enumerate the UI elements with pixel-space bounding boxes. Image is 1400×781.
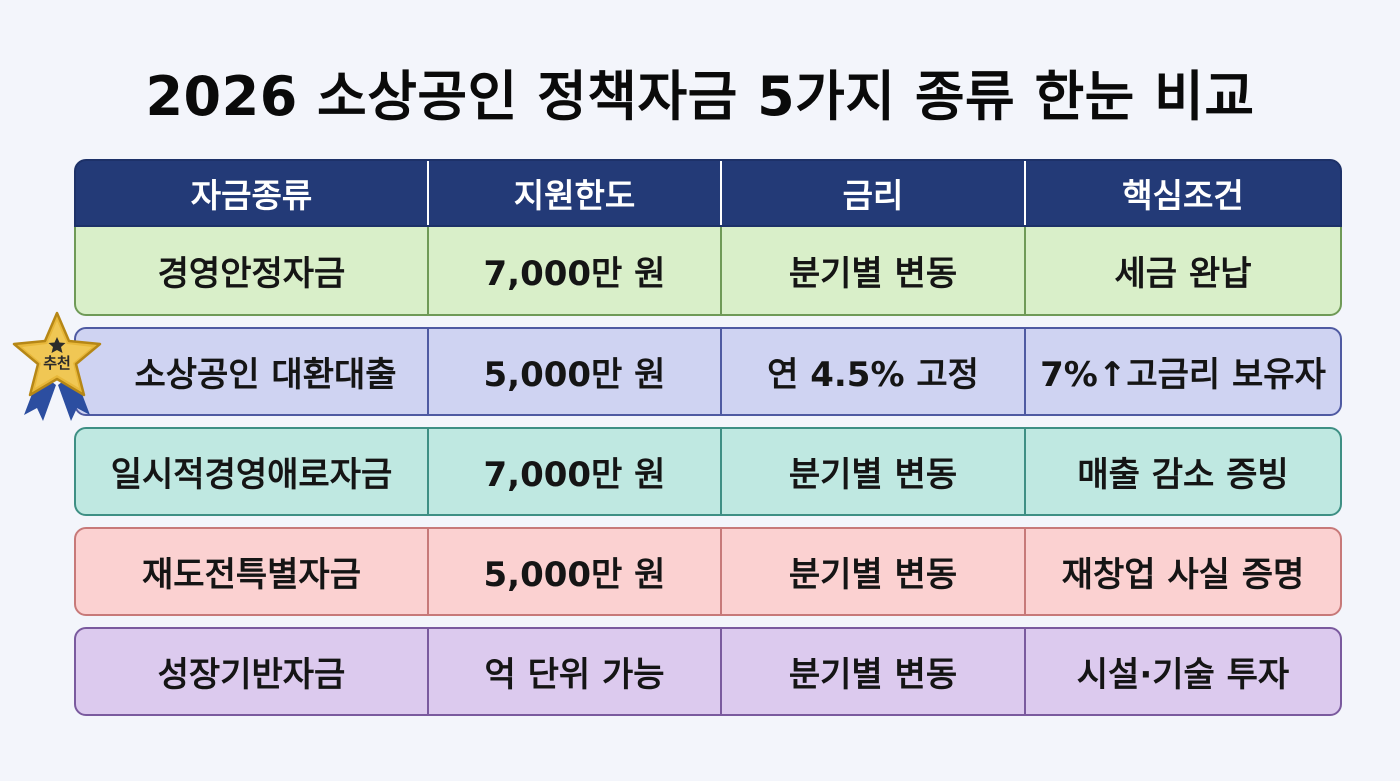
page-title: 2026 소상공인 정책자금 5가지 종류 한눈 비교 [145, 65, 1255, 128]
fund-type-cell: 재도전특별자금 [142, 555, 361, 595]
limit-cell: 7,000만 원 [427, 227, 720, 314]
fund-type-cell: 성장기반자금 [157, 655, 346, 695]
comparison-table: 자금종류 지원한도 금리 핵심조건 경영안정자금 7,000만 원 분기별 변동… [74, 159, 1342, 727]
rate-cell: 분기별 변동 [720, 529, 1024, 614]
condition-cell: 세금 완납 [1024, 227, 1340, 314]
badge-label: 추천 [43, 354, 71, 372]
table-row: 소상공인 대환대출 5,000만 원 연 4.5% 고정 7%↑고금리 보유자 [74, 327, 1342, 416]
table-row: 경영안정자금 7,000만 원 분기별 변동 세금 완납 [74, 227, 1342, 316]
fund-type-cell: 일시적경영애로자금 [110, 455, 393, 495]
limit-cell: 7,000만 원 [427, 429, 720, 514]
condition-cell: 재창업 사실 증명 [1024, 529, 1340, 614]
condition-cell: 매출 감소 증빙 [1024, 429, 1340, 514]
rate-cell: 분기별 변동 [720, 429, 1024, 514]
recommend-badge: 추천 [10, 311, 104, 423]
small-star-icon [48, 337, 66, 353]
header-cell-condition: 핵심조건 [1024, 161, 1340, 225]
star-badge-icon: 추천 [12, 311, 102, 421]
table-row: 재도전특별자금 5,000만 원 분기별 변동 재창업 사실 증명 [74, 527, 1342, 616]
table-row: 성장기반자금 억 단위 가능 분기별 변동 시설·기술 투자 [74, 627, 1342, 716]
fund-type-cell: 경영안정자금 [157, 254, 346, 294]
header-cell-rate: 금리 [720, 161, 1024, 225]
fund-type-cell: 소상공인 대환대출 [134, 355, 397, 395]
rate-cell: 분기별 변동 [720, 227, 1024, 314]
table-header-row: 자금종류 지원한도 금리 핵심조건 [74, 159, 1342, 227]
limit-cell: 5,000만 원 [427, 529, 720, 614]
header-cell-fund-type: 자금종류 [190, 176, 313, 215]
condition-cell: 시설·기술 투자 [1024, 629, 1340, 714]
table-row: 일시적경영애로자금 7,000만 원 분기별 변동 매출 감소 증빙 [74, 427, 1342, 516]
header-cell-limit: 지원한도 [427, 161, 720, 225]
rate-cell: 연 4.5% 고정 [720, 329, 1024, 414]
limit-cell: 억 단위 가능 [427, 629, 720, 714]
condition-cell: 7%↑고금리 보유자 [1024, 329, 1340, 414]
rate-cell: 분기별 변동 [720, 629, 1024, 714]
limit-cell: 5,000만 원 [427, 329, 720, 414]
